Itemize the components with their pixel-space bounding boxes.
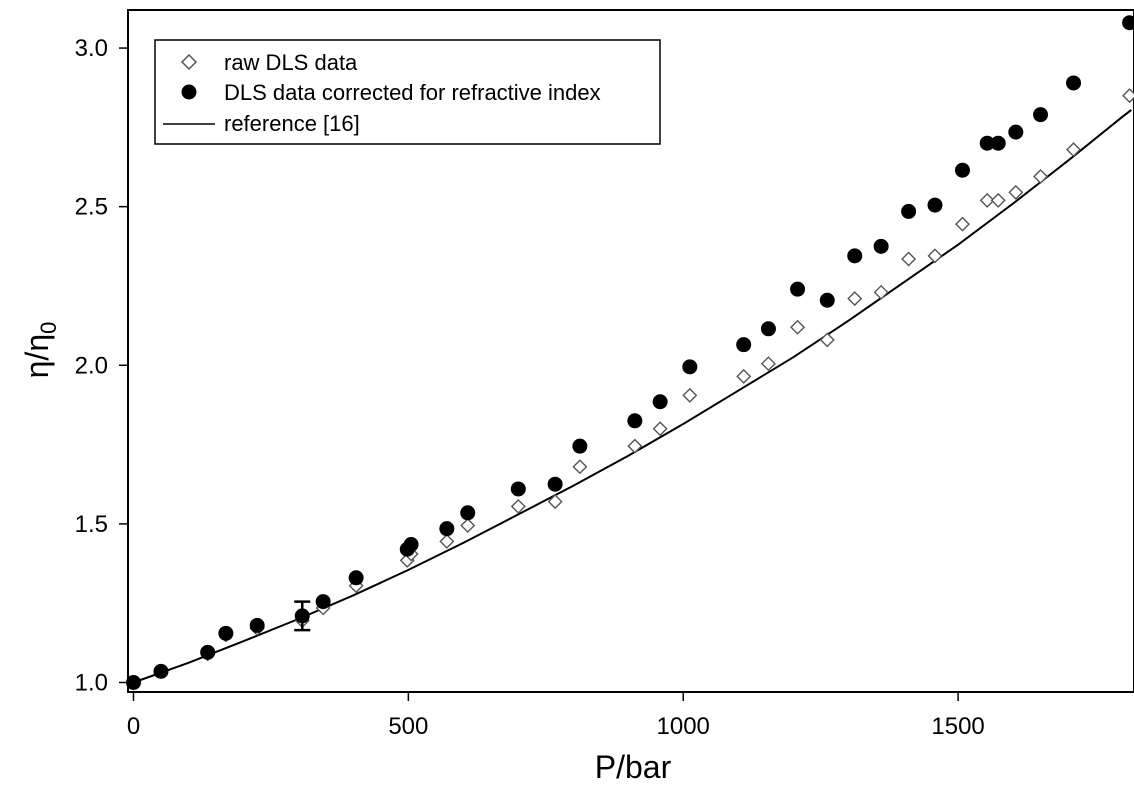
corrected-dls-point <box>249 617 265 633</box>
corrected-dls-point <box>760 321 776 337</box>
plot-frame <box>127 9 1134 693</box>
corrected-dls-point <box>1033 107 1049 123</box>
corrected-dls-point <box>572 438 588 454</box>
raw-dls-point <box>901 251 917 267</box>
y-tick-label: 3.0 <box>75 35 108 62</box>
corrected-dls-point <box>682 359 698 375</box>
x-tick-label: 1000 <box>657 713 710 740</box>
raw-dls-series <box>126 88 1134 690</box>
x-tick-label: 1500 <box>931 713 984 740</box>
corrected-dls-point <box>790 281 806 297</box>
raw-dls-point <box>990 192 1006 208</box>
corrected-dls-point <box>979 135 995 151</box>
raw-dls-point <box>439 533 455 549</box>
raw-dls-point <box>1122 88 1134 104</box>
raw-dls-point <box>736 368 752 384</box>
x-axis-title: P/bar <box>595 749 672 785</box>
raw-dls-point <box>652 421 668 437</box>
corrected-dls-point <box>218 625 234 641</box>
raw-dls-point <box>790 319 806 335</box>
corrected-dls-series <box>125 15 1134 690</box>
corrected-dls-point <box>348 570 364 586</box>
raw-dls-point <box>760 356 776 372</box>
corrected-dls-point <box>1066 75 1082 91</box>
corrected-dls-point <box>927 197 943 213</box>
corrected-dls-point <box>1122 15 1134 31</box>
corrected-dls-point <box>847 248 863 264</box>
raw-dls-point <box>819 332 835 348</box>
corrected-dls-point <box>510 481 526 497</box>
y-tick-label: 2.5 <box>75 194 108 221</box>
corrected-dls-point <box>901 203 917 219</box>
raw-dls-point <box>1066 142 1082 158</box>
y-tick-label: 1.5 <box>75 511 108 538</box>
error-bar <box>294 600 311 632</box>
corrected-dls-point <box>153 663 169 679</box>
legend-box <box>154 39 661 145</box>
corrected-dls-point <box>1008 124 1024 140</box>
x-tick-label: 0 <box>127 713 140 740</box>
reference-line <box>133 109 1132 684</box>
corrected-dls-point <box>652 394 668 410</box>
corrected-dls-point <box>403 536 419 552</box>
corrected-dls-point <box>125 674 141 690</box>
raw-dls-point <box>927 248 943 264</box>
raw-dls-point <box>682 387 698 403</box>
legend-reference-label: reference [16] <box>224 111 360 136</box>
axis-ticks: 0 500 1000 1500 1.0 1.5 2.0 2.5 3.0 <box>75 35 985 740</box>
raw-dls-point <box>847 291 863 307</box>
raw-dls-point <box>1008 184 1024 200</box>
reference-line-series <box>133 109 1132 684</box>
corrected-dls-point <box>439 521 455 537</box>
raw-dls-point <box>627 438 643 454</box>
raw-dls-point <box>572 459 588 475</box>
raw-dls-point <box>979 192 995 208</box>
corrected-dls-point <box>954 162 970 178</box>
corrected-dls-point <box>200 644 216 660</box>
y-tick-label: 2.0 <box>75 352 108 379</box>
raw-dls-point <box>954 216 970 232</box>
corrected-dls-point <box>627 413 643 429</box>
corrected-dls-point <box>315 594 331 610</box>
corrected-dls-point <box>819 292 835 308</box>
raw-dls-point <box>460 517 476 533</box>
y-tick-label: 1.0 <box>75 669 108 696</box>
legend-corrected-marker <box>181 84 197 100</box>
corrected-dls-point <box>990 135 1006 151</box>
y-axis-title: η/η0 <box>19 322 61 379</box>
raw-dls-point <box>1033 169 1049 185</box>
raw-dls-point <box>873 284 889 300</box>
legend-raw-label: raw DLS data <box>224 50 358 75</box>
corrected-dls-point <box>873 238 889 254</box>
corrected-dls-point <box>460 505 476 521</box>
legend-raw-marker <box>180 53 198 71</box>
legend: raw DLS data DLS data corrected for refr… <box>154 39 661 145</box>
raw-dls-point <box>547 494 563 510</box>
legend-corrected-label: DLS data corrected for refractive index <box>224 80 601 105</box>
corrected-dls-point <box>547 476 563 492</box>
corrected-dls-point <box>736 337 752 353</box>
raw-dls-point <box>510 498 526 514</box>
x-tick-label: 500 <box>388 713 428 740</box>
